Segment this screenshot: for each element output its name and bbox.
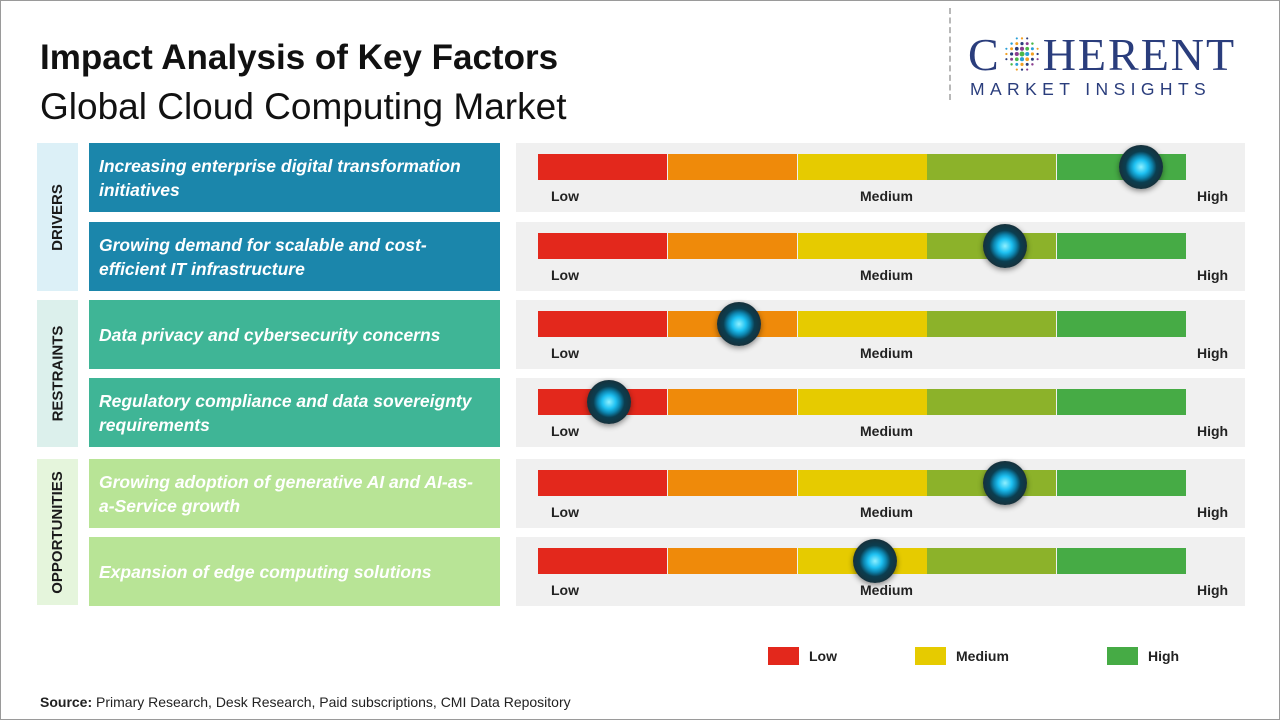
impact-marker: [587, 380, 632, 424]
scale-segment: [538, 154, 667, 180]
source-note: Source: Primary Research, Desk Research,…: [40, 694, 571, 710]
scale-label-medium: Medium: [860, 267, 913, 283]
scale-segment: [1057, 233, 1186, 259]
scale-label-medium: Medium: [860, 423, 913, 439]
scale-label-medium: Medium: [860, 504, 913, 520]
scale-label-low: Low: [551, 423, 579, 439]
scale-segment: [927, 311, 1056, 337]
scale-segment: [798, 233, 927, 259]
scale-segment: [668, 470, 797, 496]
scale-label-high: High: [1197, 504, 1229, 520]
factor-label: Regulatory compliance and data sovereign…: [89, 378, 500, 447]
scale-segment: [538, 233, 667, 259]
scale-segment: [538, 311, 667, 337]
scale-segment: [927, 548, 1056, 574]
logo-wordmark: C HERENT: [968, 30, 1236, 80]
scale-label-low: Low: [551, 188, 579, 204]
scale-label-medium: Medium: [860, 345, 913, 361]
legend-swatch-medium: [915, 647, 946, 665]
logo-letters-herent: HERENT: [1042, 29, 1237, 80]
scale-segment: [1057, 470, 1186, 496]
logo-orb-icon: [1004, 37, 1039, 71]
scale-segment: [668, 389, 797, 415]
scale-segment: [668, 154, 797, 180]
legend-label-low: Low: [809, 648, 837, 664]
impact-meter: Low Medium High: [516, 459, 1245, 528]
group-label-text: RESTRAINTS: [49, 325, 66, 422]
legend-label-high: High: [1148, 648, 1180, 664]
source-label: Source:: [40, 694, 93, 710]
factor-label: Growing demand for scalable and cost-eff…: [89, 222, 500, 291]
impact-meter: Low Medium High: [516, 143, 1245, 212]
scale-segment: [798, 311, 927, 337]
group-label-text: OPPORTUNITIES: [49, 470, 67, 594]
factor-label: Data privacy and cybersecurity concerns: [89, 300, 500, 369]
scale-label-medium: Medium: [860, 188, 913, 204]
scale-label-low: Low: [551, 267, 579, 283]
scale-segment: [538, 548, 667, 574]
scale-segment: [1057, 389, 1186, 415]
page-subtitle: Global Cloud Computing Market: [40, 86, 567, 127]
scale-label-high: High: [1197, 267, 1229, 283]
legend-swatch-high: [1107, 647, 1138, 665]
impact-marker: [1118, 145, 1163, 189]
scale-segment: [668, 233, 797, 259]
impact-marker: [852, 539, 897, 583]
scale-segment: [1057, 311, 1186, 337]
scale-label-low: Low: [551, 504, 579, 520]
scale-segment: [927, 389, 1056, 415]
impact-marker: [982, 461, 1027, 505]
factor-label: Expansion of edge computing solutions: [89, 537, 500, 606]
legend-swatch-low: [768, 647, 799, 665]
company-logo: C HERENT MARKET INSIGHTS: [968, 30, 1260, 100]
group-label-drivers: DRIVERS: [37, 143, 78, 291]
scale-segment: [798, 470, 927, 496]
scale-segment: [798, 154, 927, 180]
scale-label-medium: Medium: [860, 582, 913, 598]
scale-segment: [538, 470, 667, 496]
scale-label-high: High: [1197, 188, 1229, 204]
group-label-restraints: RESTRAINTS: [37, 300, 78, 447]
impact-meter: Low Medium High: [516, 300, 1245, 369]
header-divider: [949, 8, 951, 100]
group-label-opportunities: OPPORTUNITIES: [37, 459, 78, 605]
logo-tagline: MARKET INSIGHTS: [970, 79, 1212, 99]
impact-meter: Low Medium High: [516, 537, 1245, 606]
source-text: Primary Research, Desk Research, Paid su…: [96, 694, 571, 710]
scale-segment: [1057, 548, 1186, 574]
scale-label-low: Low: [551, 582, 579, 598]
scale-segment: [798, 389, 927, 415]
factor-label: Increasing enterprise digital transforma…: [89, 143, 500, 212]
scale-label-high: High: [1197, 423, 1229, 439]
group-label-text: DRIVERS: [49, 183, 66, 251]
page-title: Impact Analysis of Key Factors: [40, 38, 559, 77]
impact-meter: Low Medium High: [516, 222, 1245, 291]
legend-label-medium: Medium: [956, 648, 1009, 664]
scale-label-low: Low: [551, 345, 579, 361]
impact-meter: Low Medium High: [516, 378, 1245, 447]
impact-marker: [982, 224, 1027, 268]
scale-segment: [668, 548, 797, 574]
scale-label-high: High: [1197, 582, 1229, 598]
factor-label: Growing adoption of generative AI and AI…: [89, 459, 500, 528]
scale-label-high: High: [1197, 345, 1229, 361]
impact-marker: [716, 302, 761, 346]
logo-letter-c: C: [968, 29, 1001, 80]
scale-segment: [927, 154, 1056, 180]
